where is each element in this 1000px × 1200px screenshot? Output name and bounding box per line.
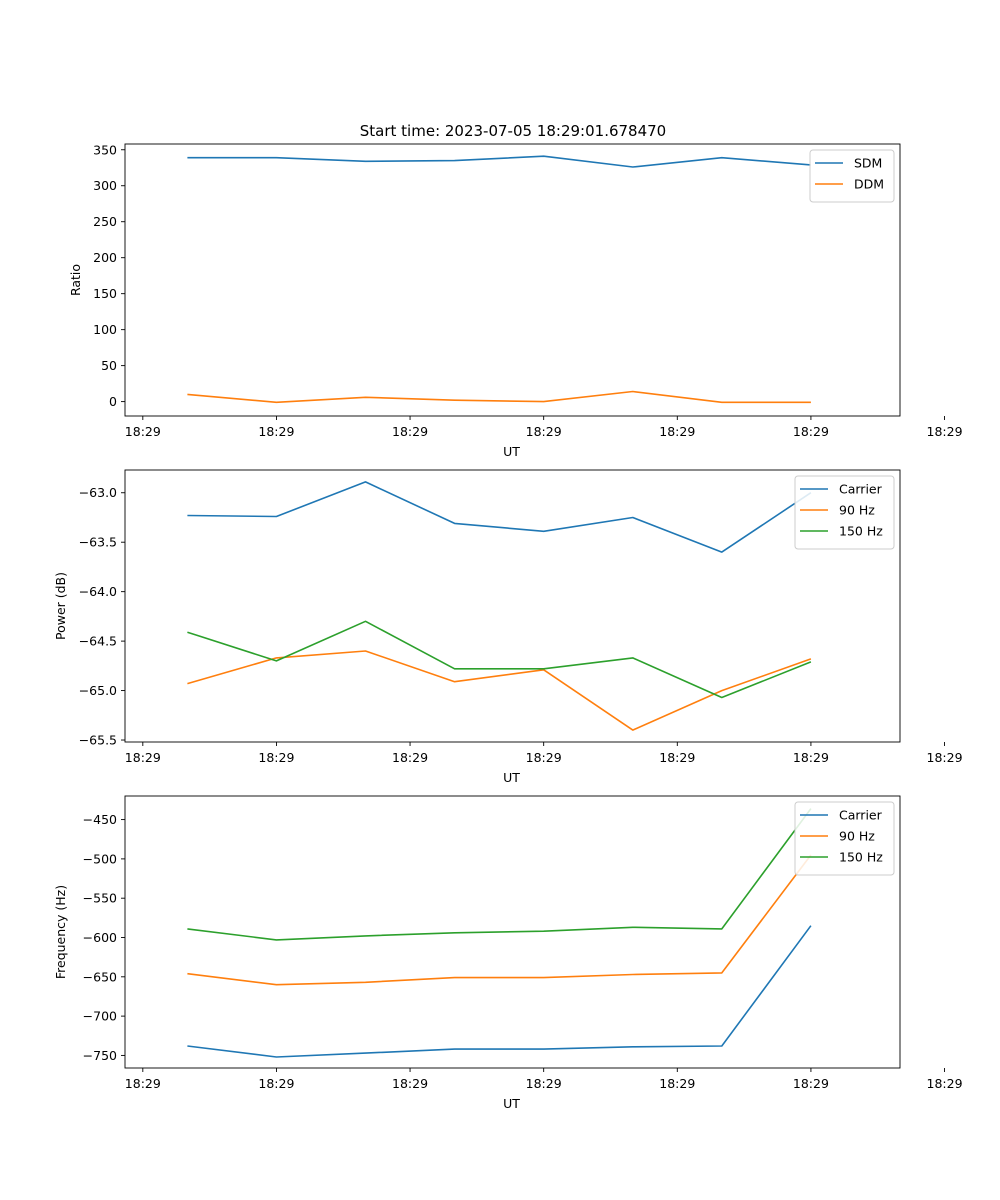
x-tick-label: 18:29: [659, 424, 695, 439]
series-line-90-hz: [187, 650, 812, 731]
series-line-sdm: [187, 155, 811, 168]
x-tick-label: 18:29: [659, 1076, 695, 1091]
x-tick-label: 18:29: [927, 750, 963, 765]
y-axis-label: Power (dB): [53, 572, 68, 640]
x-axis-label: UT: [503, 770, 520, 785]
legend-label: Carrier: [839, 482, 883, 497]
series-line-ddm: [187, 390, 811, 404]
x-tick-label: 18:29: [927, 424, 963, 439]
y-tick-label: 300: [93, 178, 117, 193]
y-tick-label: −63.0: [79, 485, 117, 500]
series-line-150-hz: [187, 808, 812, 941]
axes-frame: [124, 143, 901, 417]
y-tick-label: −600: [83, 930, 117, 945]
x-tick-label: 18:29: [659, 750, 695, 765]
frequency-panel: 18:29 18:29 18:29 18:29 18:29 18:29 18:29 UT −45…: [53, 795, 963, 1111]
x-tick-label: 18:29: [392, 750, 428, 765]
y-tick-label: −550: [83, 891, 117, 906]
x-tick-label: 18:29: [793, 424, 829, 439]
y-tick-label: −750: [83, 1048, 117, 1063]
y-tick-label: −65.5: [79, 733, 117, 748]
legend-label: DDM: [854, 177, 884, 192]
x-tick-label: 18:29: [125, 424, 161, 439]
x-tick-label: 18:29: [927, 1076, 963, 1091]
series-line-150-hz: [187, 620, 812, 699]
axes-frame: [124, 795, 901, 1069]
figure-title: Start time: 2023-07-05 18:29:01.678470: [360, 122, 666, 140]
series-line-carrier: [187, 925, 812, 1058]
legend-label: Carrier: [839, 808, 883, 823]
legend-label: 90 Hz: [839, 829, 875, 844]
axes-frame: [124, 469, 901, 743]
x-tick-label: 18:29: [526, 424, 562, 439]
y-tick-label: −64.0: [79, 584, 117, 599]
x-tick-label: 18:29: [392, 424, 428, 439]
y-tick-label: −450: [83, 812, 117, 827]
series-line-carrier: [187, 481, 812, 553]
x-tick-label: 18:29: [793, 750, 829, 765]
x-tick-label: 18:29: [793, 1076, 829, 1091]
y-tick-label: 100: [93, 322, 117, 337]
x-tick-label: 18:29: [125, 750, 161, 765]
series-line-90-hz: [187, 854, 812, 986]
x-tick-label: 18:29: [258, 750, 294, 765]
legend: Carrier 90 Hz 150 Hz: [794, 801, 895, 876]
power-panel: 18:29 18:29 18:29 18:29 18:29 18:29 18:29 UT −63…: [53, 469, 963, 785]
y-tick-label: −63.5: [79, 535, 117, 550]
x-tick-label: 18:29: [526, 750, 562, 765]
y-tick-label: −650: [83, 969, 117, 984]
legend-label: SDM: [854, 156, 882, 171]
x-axis-label: UT: [503, 444, 520, 459]
y-tick-label: 250: [93, 214, 117, 229]
y-tick-label: −500: [83, 851, 117, 866]
y-tick-label: −65.0: [79, 683, 117, 698]
y-axis-label: Ratio: [68, 264, 83, 296]
x-tick-label: 18:29: [258, 1076, 294, 1091]
y-tick-label: 0: [109, 394, 117, 409]
legend-label: 90 Hz: [839, 503, 875, 518]
y-tick-label: −700: [83, 1009, 117, 1024]
legend-label: 150 Hz: [839, 524, 883, 539]
y-tick-label: 350: [93, 142, 117, 157]
y-tick-label: 150: [93, 286, 117, 301]
x-axis-label: UT: [503, 1096, 520, 1111]
ratio-panel: 18:29 18:29 18:29 18:29 18:29 18:29 18:29 UT 0 50…: [68, 142, 963, 459]
y-axis-label: Frequency (Hz): [53, 885, 68, 979]
y-tick-label: 50: [101, 358, 117, 373]
legend-label: 150 Hz: [839, 850, 883, 865]
y-tick-label: −64.5: [79, 634, 117, 649]
x-tick-label: 18:29: [258, 424, 294, 439]
legend: Carrier 90 Hz 150 Hz: [794, 475, 895, 550]
x-tick-label: 18:29: [392, 1076, 428, 1091]
x-tick-label: 18:29: [526, 1076, 562, 1091]
y-tick-label: 200: [93, 250, 117, 265]
x-tick-label: 18:29: [125, 1076, 161, 1091]
legend: SDM DDM: [809, 149, 895, 203]
